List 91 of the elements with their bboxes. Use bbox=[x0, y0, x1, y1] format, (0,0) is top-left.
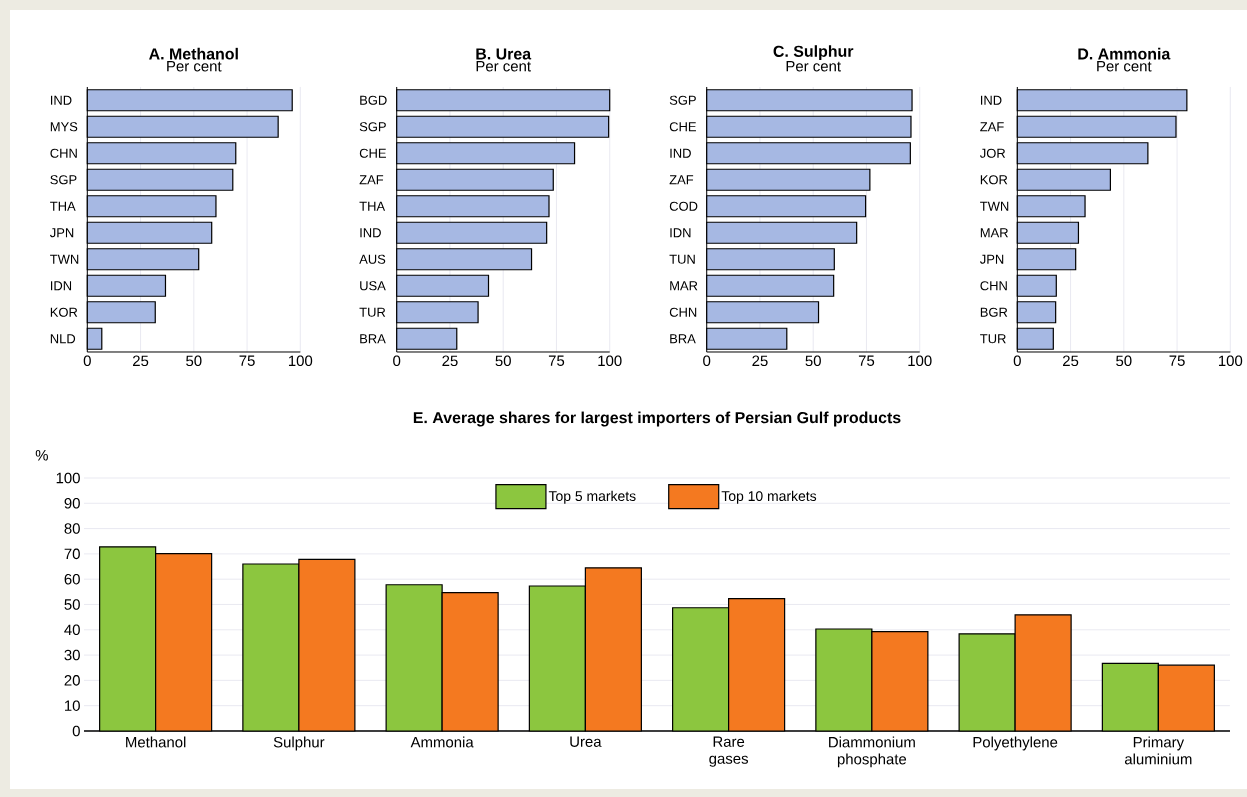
x-tick-label: 0 bbox=[1013, 355, 1021, 367]
legend-label: Top 10 markets bbox=[721, 490, 817, 504]
y-tick-label: 10 bbox=[65, 700, 80, 711]
y-tick-label: BRA bbox=[670, 334, 696, 344]
y-tick-label: CHN bbox=[50, 148, 77, 158]
y-tick-label: ZAF bbox=[669, 175, 694, 185]
chart-title: B. Urea bbox=[476, 48, 532, 60]
y-tick-label: TWN bbox=[980, 201, 1009, 211]
x-tick-label: 75 bbox=[548, 355, 565, 366]
y-tick-label: 30 bbox=[64, 649, 80, 661]
y-tick-label: 60 bbox=[64, 573, 80, 585]
x-tick-label: 50 bbox=[495, 355, 511, 367]
chart-title: E. Average shares for largest importers of Persian Gulf products bbox=[413, 411, 901, 427]
x-tick-label: 100 bbox=[288, 355, 313, 367]
y-tick-label: MAR bbox=[670, 281, 698, 291]
chart-title: D. Ammonia bbox=[1078, 47, 1171, 60]
x-tick-label: 75 bbox=[1169, 355, 1185, 366]
y-tick-label: IND bbox=[670, 148, 691, 158]
y-tick-label: ZAF bbox=[980, 122, 1004, 132]
y-tick-label: THA bbox=[359, 201, 386, 211]
y-tick-label: 50 bbox=[64, 599, 80, 610]
y-tick-label: COD bbox=[669, 201, 698, 211]
x-tick-label: Sulphur bbox=[273, 736, 325, 751]
x-tick-label: 25 bbox=[442, 355, 458, 367]
y-tick-label: KOR bbox=[980, 175, 1008, 185]
x-tick-label: Urea bbox=[570, 736, 602, 747]
y-tick-label: 40 bbox=[64, 624, 80, 636]
y-tick-label: TUR bbox=[359, 307, 386, 317]
x-tick-label: 25 bbox=[133, 355, 149, 367]
y-tick-label: CHN bbox=[669, 307, 697, 317]
y-tick-label: IDN bbox=[50, 281, 72, 291]
y-tick-label: KOR bbox=[50, 307, 78, 317]
y-tick-label: TWN bbox=[50, 254, 79, 264]
y-tick-label: CHE bbox=[359, 148, 386, 158]
x-tick-label: Methanol bbox=[126, 736, 186, 748]
x-tick-label: 25 bbox=[1063, 355, 1079, 367]
y-tick-label: NLD bbox=[50, 334, 76, 344]
x-tick-label: 100 bbox=[598, 355, 622, 367]
x-tick-label: 50 bbox=[1116, 355, 1132, 367]
y-tick-label: AUS bbox=[359, 254, 386, 264]
y-tick-label: 0 bbox=[72, 725, 80, 737]
x-tick-label: 100 bbox=[908, 355, 932, 367]
x-tick-label: Polyethylene bbox=[973, 736, 1058, 751]
y-tick-label: THA bbox=[50, 201, 76, 211]
x-tick-label: Ammonia bbox=[410, 736, 474, 748]
y-tick-label: IND bbox=[50, 95, 72, 105]
y-tick-label: CHN bbox=[980, 281, 1007, 291]
y-tick-label: BGD bbox=[360, 95, 387, 105]
y-tick-label: CHE bbox=[669, 122, 696, 132]
y-tick-label: 90 bbox=[64, 497, 80, 509]
chart-title: C. Sulphur bbox=[773, 45, 854, 61]
chart-subtitle: Per cent bbox=[1097, 61, 1152, 72]
x-tick-label: Rare gases bbox=[709, 736, 748, 767]
x-tick-label: 50 bbox=[805, 355, 821, 367]
y-tick-label: 80 bbox=[64, 523, 80, 534]
y-tick-label: ZAF bbox=[359, 175, 384, 185]
y-tick-label: TUN bbox=[669, 254, 695, 264]
y-tick-label: JPN bbox=[49, 228, 74, 238]
x-tick-label: 0 bbox=[393, 355, 401, 367]
y-tick-label: SGP bbox=[50, 175, 77, 185]
y-tick-label: USA bbox=[360, 281, 386, 291]
x-tick-label: 75 bbox=[239, 355, 255, 366]
chart-title: A. Methanol bbox=[149, 47, 238, 60]
x-tick-label: Diammonium phosphate bbox=[829, 736, 915, 768]
y-tick-label: JOR bbox=[980, 148, 1006, 158]
y-tick-label: BGR bbox=[980, 307, 1008, 317]
chart-subtitle: Per cent bbox=[167, 61, 222, 72]
chart-subtitle: Per cent bbox=[476, 61, 531, 72]
x-tick-label: 100 bbox=[1218, 355, 1243, 367]
x-tick-label: 0 bbox=[703, 355, 711, 367]
y-tick-label: MYS bbox=[50, 122, 78, 132]
y-tick-label: SGP bbox=[669, 95, 696, 105]
legend-label: Top 5 markets bbox=[548, 490, 636, 504]
y-tick-label: BRA bbox=[360, 334, 386, 344]
y-tick-label: 100 bbox=[56, 472, 80, 484]
y-tick-label: 70 bbox=[64, 548, 80, 560]
x-tick-label: 50 bbox=[186, 355, 202, 367]
y-tick-label: MAR bbox=[980, 228, 1008, 238]
y-tick-label: IDN bbox=[670, 228, 691, 238]
x-tick-label: Primary aluminium bbox=[1124, 736, 1192, 765]
y-tick-label: TUR bbox=[980, 334, 1006, 344]
y-tick-label: JPN bbox=[980, 254, 1004, 264]
x-tick-label: 25 bbox=[752, 355, 768, 367]
y-axis-title: % bbox=[35, 450, 48, 461]
y-tick-label: IND bbox=[981, 95, 1002, 105]
x-tick-label: 0 bbox=[83, 355, 91, 367]
x-tick-label: 75 bbox=[858, 355, 875, 366]
y-tick-label: IND bbox=[360, 228, 381, 238]
y-tick-label: SGP bbox=[359, 122, 386, 132]
y-tick-label: 20 bbox=[64, 675, 80, 686]
chart-subtitle: Per cent bbox=[786, 61, 841, 72]
